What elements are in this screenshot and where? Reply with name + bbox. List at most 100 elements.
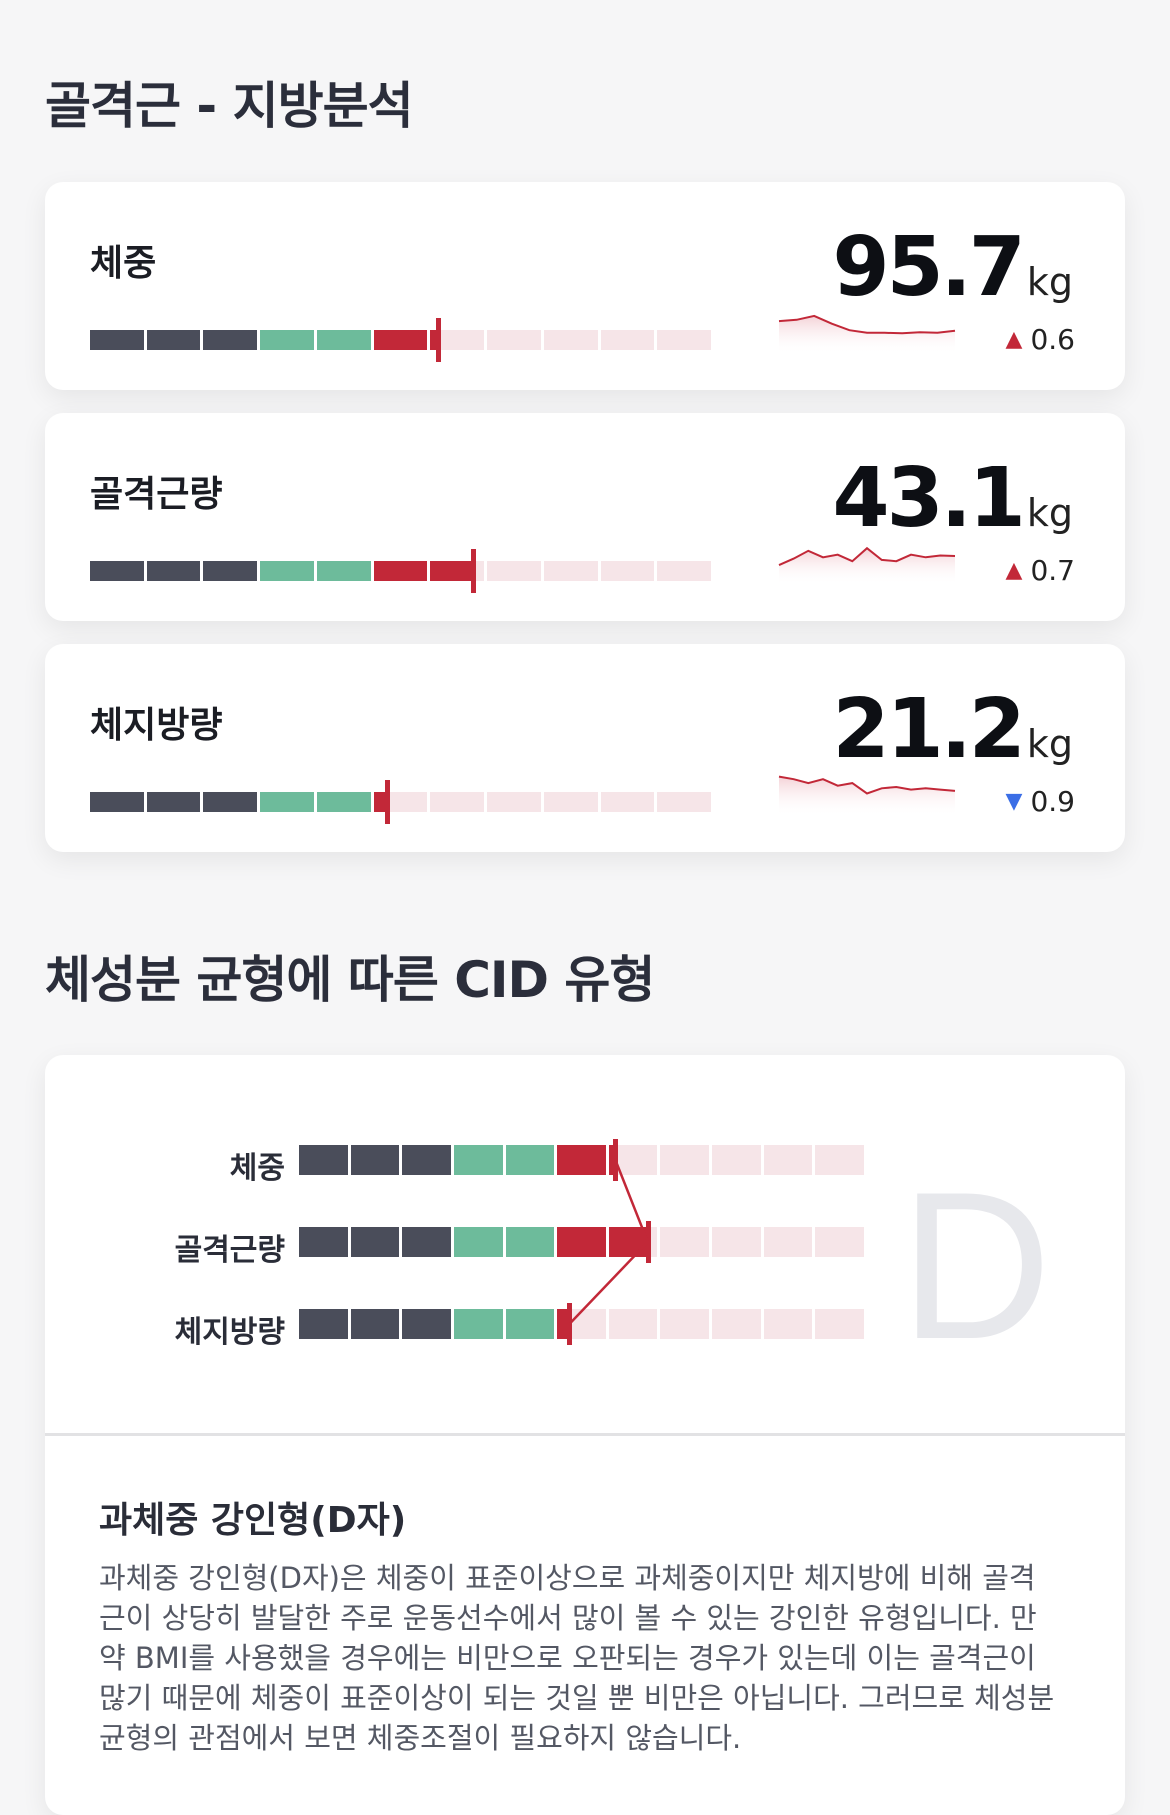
gauge-fill <box>350 1145 400 1175</box>
trend-sparkline <box>778 775 956 816</box>
cid-bar-weight <box>299 1139 867 1181</box>
gauge-fill <box>505 1227 555 1257</box>
gauge-segment <box>712 1145 761 1175</box>
gauge-fill <box>90 561 144 581</box>
gauge-segment <box>600 330 655 350</box>
gauge-segment <box>712 1309 761 1339</box>
gauge-fill <box>146 561 201 581</box>
gauge-segment <box>487 792 541 812</box>
gauge-fill <box>373 561 428 581</box>
gauge-fill <box>373 330 428 350</box>
sparkline-line <box>778 314 956 335</box>
gauge-fill <box>146 792 201 812</box>
trend-sparkline <box>778 314 956 354</box>
gauge-marker <box>613 1139 619 1181</box>
trend-sparkline <box>778 546 956 585</box>
metric-number: 21.2 <box>832 682 1026 777</box>
metric-label: 골격근량 <box>90 474 223 515</box>
gauge-fill <box>505 1309 555 1339</box>
gauge-fill <box>260 330 314 350</box>
gauge-marker <box>567 1303 573 1345</box>
metric-value: 21.2 kg <box>833 682 1073 777</box>
gauge-fill <box>453 1145 503 1175</box>
gauge-segment <box>763 1145 813 1175</box>
cid-label-weight: 체중 <box>229 1151 285 1186</box>
metric-card-bodyfat[interactable]: 체지방량 21.2 kg ▼ 0.9 <box>45 644 1125 852</box>
gauge-segment <box>657 561 711 581</box>
metric-value: 43.1 kg <box>833 451 1073 546</box>
gauge-fill <box>203 330 258 350</box>
gauge-segment <box>763 1309 813 1339</box>
metric-value: 95.7 kg <box>833 220 1073 315</box>
sparkline-area <box>779 315 955 354</box>
metric-label: 체중 <box>90 243 157 284</box>
gauge-fill <box>430 561 474 581</box>
gauge-fill <box>260 792 314 812</box>
gauge-fill <box>373 792 387 812</box>
gauge-fill <box>90 330 144 350</box>
metric-card-muscle[interactable]: 골격근량 43.1 kg ▲ 0.7 <box>45 413 1125 621</box>
gauge-segment <box>543 792 598 812</box>
gauge-fill <box>260 561 314 581</box>
gauge-fill <box>316 792 371 812</box>
gauge-fill <box>608 1227 648 1257</box>
gauge-fill <box>430 330 438 350</box>
cid-section-title: 체성분 균형에 따른 CID 유형 <box>45 951 655 1009</box>
gauge-segment <box>487 330 541 350</box>
cid-label-muscle: 골격근량 <box>174 1233 285 1268</box>
gauge-segment <box>815 1227 864 1257</box>
gauge-fill <box>402 1227 451 1257</box>
gauge-fill <box>505 1145 555 1175</box>
gauge-fill <box>299 1145 348 1175</box>
gauge-segment <box>543 330 598 350</box>
divider <box>45 1433 1125 1436</box>
gauge-marker <box>471 549 477 593</box>
metric-card-weight[interactable]: 체중 95.7 kg ▲ 0.6 <box>45 182 1125 390</box>
gauge-segment <box>660 1309 710 1339</box>
sparkline-area <box>779 548 955 585</box>
metric-number: 43.1 <box>832 451 1026 546</box>
gauge-segment <box>600 561 655 581</box>
gauge-fill <box>402 1309 451 1339</box>
metric-gauge <box>90 780 714 824</box>
gauge-marker <box>385 780 391 824</box>
metric-delta: ▼ 0.9 <box>1006 785 1075 818</box>
delta-value: 0.6 <box>1030 323 1075 356</box>
delta-value: 0.9 <box>1030 785 1075 818</box>
gauge-fill <box>299 1309 348 1339</box>
cid-bar-muscle <box>299 1221 867 1263</box>
gauge-fill <box>146 330 201 350</box>
page-title: 골격근 - 지방분석 <box>45 77 414 135</box>
cid-type-letter: D <box>900 1148 1052 1383</box>
cid-type-title: 과체중 강인형(D자) <box>99 1500 407 1541</box>
gauge-segment <box>430 792 485 812</box>
gauge-segment <box>657 792 711 812</box>
gauge-segment <box>712 1227 761 1257</box>
gauge-segment <box>763 1227 813 1257</box>
triangle-down-icon: ▼ <box>1005 789 1023 814</box>
gauge-fill <box>350 1309 400 1339</box>
triangle-up-icon: ▲ <box>1005 558 1023 583</box>
gauge-segment <box>543 561 598 581</box>
gauge-segment <box>657 330 711 350</box>
sparkline-area <box>779 776 955 816</box>
gauge-fill <box>402 1145 451 1175</box>
gauge-segment <box>430 330 485 350</box>
metric-gauge <box>90 318 714 362</box>
gauge-fill <box>453 1227 503 1257</box>
metric-gauge <box>90 549 714 593</box>
metric-delta: ▲ 0.6 <box>1006 323 1075 356</box>
gauge-fill <box>557 1227 606 1257</box>
gauge-fill <box>203 792 258 812</box>
gauge-fill <box>557 1145 606 1175</box>
cid-card: 체중 골격근량 체지방량 D 과체중 강인형(D자) 과체중 강인형(D자)은 … <box>45 1055 1125 1815</box>
gauge-segment <box>815 1309 864 1339</box>
gauge-fill <box>316 330 371 350</box>
gauge-marker <box>435 318 441 362</box>
metric-unit: kg <box>1026 491 1073 535</box>
gauge-fill <box>557 1309 570 1339</box>
gauge-fill <box>203 561 258 581</box>
sparkline-line <box>778 775 956 795</box>
gauge-segment <box>660 1227 710 1257</box>
gauge-fill <box>299 1227 348 1257</box>
